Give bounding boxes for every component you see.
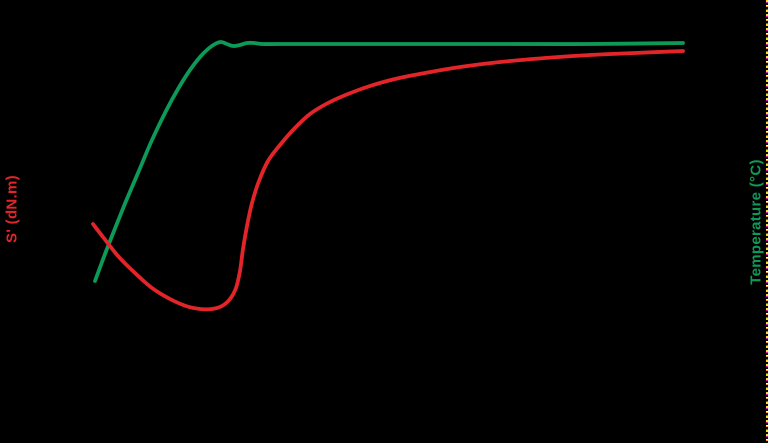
edge-artifact (766, 0, 768, 443)
temperature-curve (93, 40, 685, 283)
right-axis-label: Temperature (°C) (747, 159, 765, 285)
s-prime-curve (91, 49, 685, 312)
left-axis-label: S' (dN.m) (3, 175, 21, 243)
